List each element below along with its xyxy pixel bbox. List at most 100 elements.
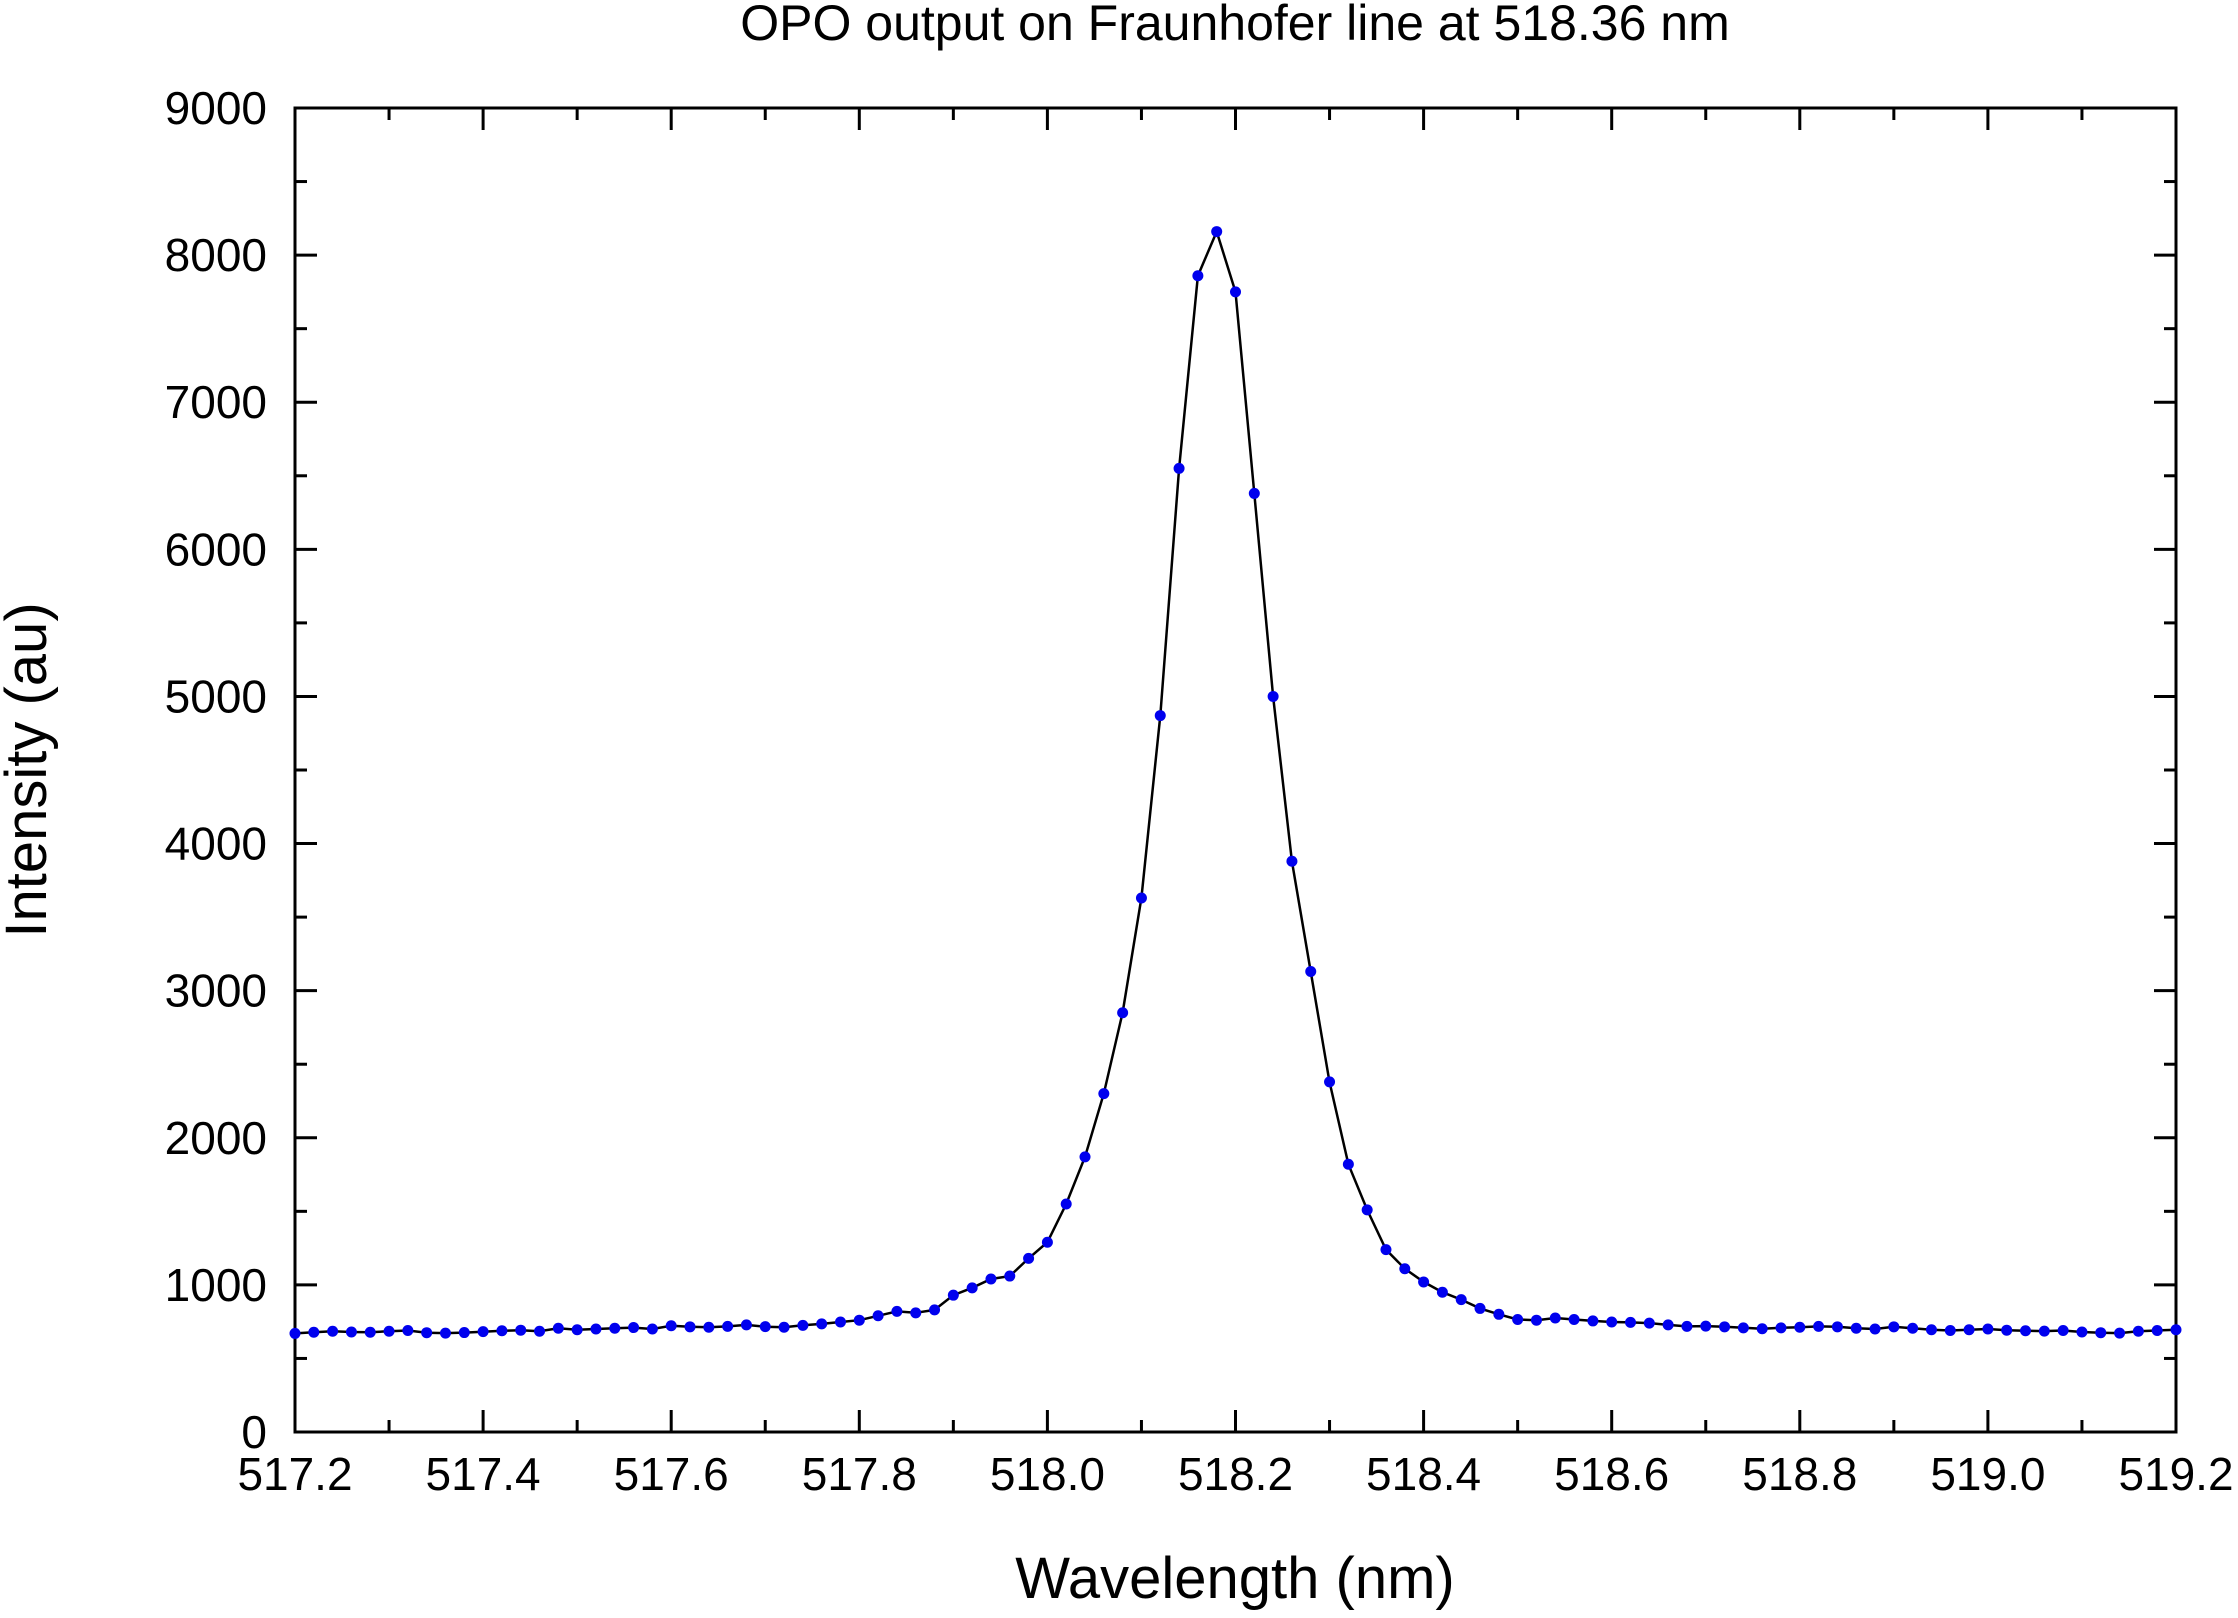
data-point [1530, 1314, 1542, 1326]
data-point [609, 1322, 621, 1334]
chart-title: OPO output on Fraunhofer line at 518.36 … [740, 0, 1730, 51]
plot-area-frame [293, 106, 2178, 1434]
data-point [1831, 1321, 1843, 1333]
data-point [1380, 1244, 1392, 1256]
x-tick-label: 517.2 [237, 1448, 352, 1500]
data-point [439, 1327, 451, 1339]
series-line [294, 227, 2177, 1335]
data-point [571, 1324, 583, 1336]
y-tick-label: 9000 [165, 82, 267, 134]
data-point [1681, 1320, 1693, 1332]
data-point [1248, 487, 1260, 499]
x-tick-label: 518.2 [1178, 1448, 1293, 1500]
data-point [1625, 1316, 1637, 1328]
data-point [1286, 855, 1298, 867]
data-point [1436, 1286, 1448, 1298]
data-point [458, 1327, 470, 1339]
data-point [534, 1325, 546, 1337]
y-tick-label: 7000 [165, 376, 267, 428]
data-point [402, 1324, 414, 1336]
data-point [778, 1321, 790, 1333]
data-point [1004, 1270, 1016, 1282]
data-point [910, 1307, 922, 1319]
data-point [1549, 1312, 1561, 1324]
data-point [2132, 1325, 2144, 1337]
data-point [383, 1325, 395, 1337]
data-point [1211, 226, 1223, 238]
data-point [1869, 1323, 1881, 1335]
data-point [1850, 1322, 1862, 1334]
data-point [722, 1320, 734, 1332]
data-point [1098, 1088, 1110, 1100]
data-point [1888, 1321, 1900, 1333]
data-point [797, 1319, 809, 1331]
data-point [515, 1324, 527, 1336]
data-point [1700, 1320, 1712, 1332]
data-point [2038, 1325, 2050, 1337]
data-point [496, 1325, 508, 1337]
series-layer [289, 226, 2182, 1339]
data-point [1606, 1316, 1618, 1328]
x-tick-label: 517.4 [426, 1448, 541, 1500]
x-tick-label: 517.6 [614, 1448, 729, 1500]
data-point [853, 1314, 865, 1326]
y-tick-label: 4000 [165, 818, 267, 870]
data-point [759, 1321, 771, 1333]
data-point [1925, 1324, 1937, 1336]
data-point [1135, 892, 1147, 904]
data-point [2001, 1324, 2013, 1336]
data-point [364, 1326, 376, 1338]
data-point [2076, 1326, 2088, 1338]
data-point [628, 1322, 640, 1334]
data-point [947, 1289, 959, 1301]
data-point [891, 1305, 903, 1317]
y-tick-label: 6000 [165, 523, 267, 575]
data-point [684, 1321, 696, 1333]
data-point [1982, 1323, 1994, 1335]
data-point [1813, 1320, 1825, 1332]
data-point [1305, 966, 1317, 978]
data-point [816, 1318, 828, 1330]
data-point [703, 1321, 715, 1333]
x-tick-label: 519.0 [1930, 1448, 2045, 1500]
data-point [929, 1304, 941, 1316]
data-point [1662, 1319, 1674, 1331]
data-point [1512, 1313, 1524, 1325]
data-point [1963, 1324, 1975, 1336]
data-point [1079, 1151, 1091, 1163]
data-point [421, 1327, 433, 1339]
data-point [1342, 1158, 1354, 1170]
data-point [2095, 1327, 2107, 1339]
data-point [1907, 1322, 1919, 1334]
data-point [1361, 1204, 1373, 1216]
data-point [1192, 270, 1204, 282]
y-tick-label: 8000 [165, 229, 267, 281]
data-point [1474, 1302, 1486, 1314]
data-point [1173, 462, 1185, 474]
data-point [1493, 1308, 1505, 1320]
data-point [1418, 1276, 1430, 1288]
data-point [345, 1326, 357, 1338]
data-point [552, 1322, 564, 1334]
data-point [1324, 1076, 1336, 1088]
y-tick-label: 5000 [165, 670, 267, 722]
x-tick-label: 518.8 [1742, 1448, 1857, 1500]
data-point [1117, 1007, 1129, 1019]
axis-layer: 517.2 517.4 517.6 517.8 518.0 518.2 518.4 518.6… [165, 82, 2234, 1500]
data-point [834, 1316, 846, 1328]
data-point [1568, 1313, 1580, 1325]
x-tick-label: 518.6 [1554, 1448, 1669, 1500]
data-point [1643, 1317, 1655, 1329]
data-point [1455, 1294, 1467, 1306]
data-point [1794, 1321, 1806, 1333]
y-tick-label: 2000 [165, 1112, 267, 1164]
data-point [327, 1325, 339, 1337]
data-point [2151, 1324, 2163, 1336]
x-tick-label: 517.8 [802, 1448, 917, 1500]
data-point [2170, 1324, 2182, 1336]
data-point [1041, 1236, 1053, 1248]
data-point [2020, 1325, 2032, 1337]
data-point [1775, 1322, 1787, 1334]
data-point [1737, 1322, 1749, 1334]
